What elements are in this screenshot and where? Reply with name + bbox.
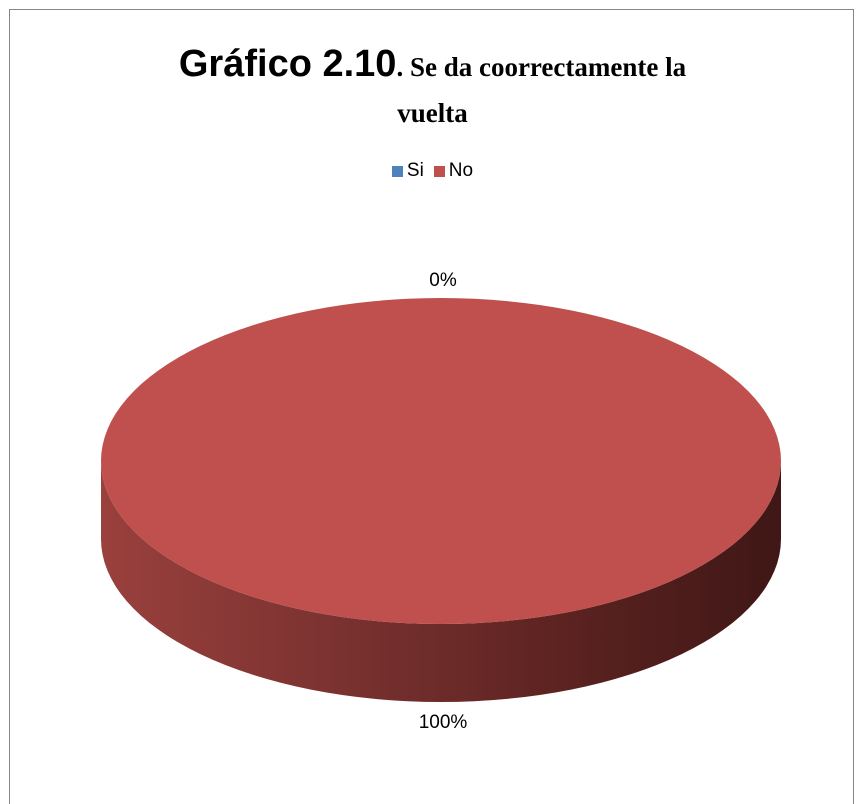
pie-slice-side-no xyxy=(101,461,781,702)
data-label-si: 0% xyxy=(429,270,457,291)
chart-title-line2: vuelta xyxy=(397,98,468,128)
chart-title: Gráfico 2.10. Se da coorrectamente la xyxy=(10,45,855,83)
chart-title-bold: Gráfico 2.10 xyxy=(178,43,397,85)
chart-area: Gráfico 2.10. Se da coorrectamente la vu… xyxy=(9,9,854,804)
legend-item-si: Si xyxy=(391,160,424,182)
chart-legend: Si No xyxy=(10,160,855,182)
pie-slice-no xyxy=(101,298,781,624)
legend-swatch-si xyxy=(391,165,403,177)
data-label-no: 100% xyxy=(419,712,468,733)
legend-item-no: No xyxy=(433,160,474,182)
chart-title-rest: . Se da coorrectamente la xyxy=(396,52,687,82)
pie-plot: 0% 100% xyxy=(101,270,781,733)
legend-label-no: No xyxy=(448,160,474,181)
legend-label-si: Si xyxy=(406,160,424,181)
legend-swatch-no xyxy=(433,165,445,177)
